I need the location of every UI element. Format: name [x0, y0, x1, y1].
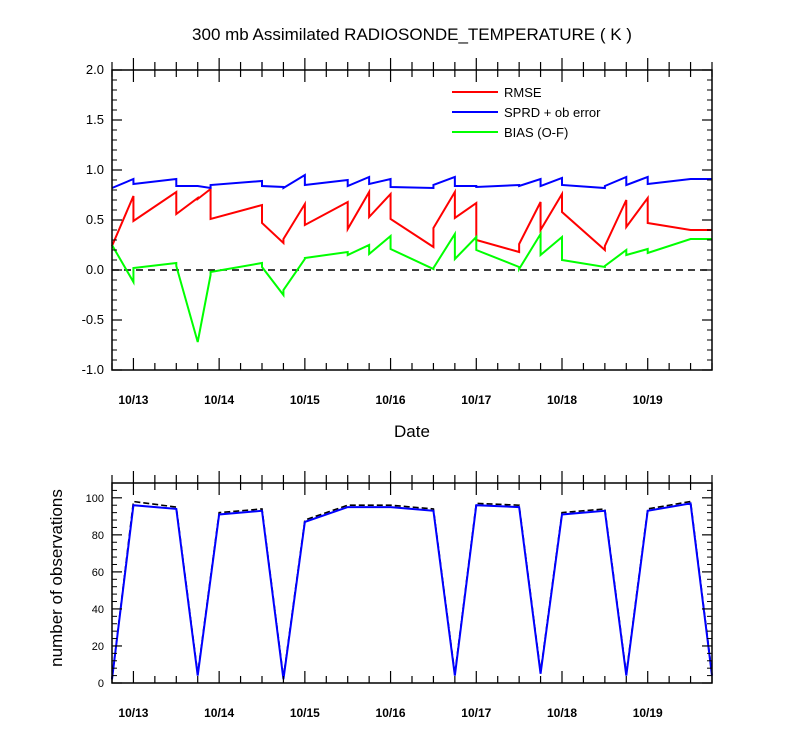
x-tick-label: 10/16	[376, 393, 406, 407]
y-tick-label: 2.0	[86, 62, 104, 77]
legend-label: RMSE	[504, 85, 542, 100]
bottom-plot-frame	[111, 482, 713, 684]
x-tick-label: 10/19	[633, 706, 663, 720]
y-tick-label: 0	[98, 678, 104, 690]
x-tick-label: 10/18	[547, 706, 577, 720]
y-tick-label: 0.5	[86, 212, 104, 227]
y-axis-label: number of observations	[47, 489, 66, 667]
chart-title: 300 mb Assimilated RADIOSONDE_TEMPERATUR…	[192, 25, 632, 44]
y-tick-label: 20	[92, 641, 104, 653]
top-y-tick-labels: -1.0 -0.5 0.0 0.5 1.0 1.5 2.0	[82, 62, 104, 377]
x-axis-label: Date	[394, 422, 430, 441]
y-tick-label: 1.5	[86, 112, 104, 127]
x-tick-label: 10/15	[290, 706, 320, 720]
x-tick-label: 10/17	[461, 706, 491, 720]
y-tick-label: 100	[86, 493, 104, 505]
bottom-series-group	[111, 500, 713, 680]
x-tick-label: 10/17	[461, 393, 491, 407]
series-line-sprd-ob-error	[111, 173, 712, 190]
y-tick-label: 60	[92, 567, 104, 579]
legend-label: BIAS (O-F)	[504, 125, 568, 140]
bottom-x-tick-labels: 10/13 10/14 10/15 10/16 10/17 10/18 10/19	[118, 706, 663, 720]
x-tick-label: 10/18	[547, 393, 577, 407]
x-tick-label: 10/13	[118, 393, 148, 407]
legend-label: SPRD + ob error	[504, 105, 601, 120]
x-tick-label: 10/13	[118, 706, 148, 720]
top-series-group	[111, 173, 712, 343]
top-ticks	[111, 58, 713, 371]
x-tick-label: 10/19	[633, 393, 663, 407]
x-tick-label: 10/14	[204, 393, 234, 407]
series-line-bias-o-f	[111, 230, 712, 343]
top-chart: 300 mb Assimilated RADIOSONDE_TEMPERATUR…	[82, 25, 713, 441]
legend: RMSE SPRD + ob error BIAS (O-F)	[452, 85, 601, 140]
y-tick-label: 1.0	[86, 162, 104, 177]
x-tick-label: 10/15	[290, 393, 320, 407]
x-tick-label: 10/14	[204, 706, 234, 720]
x-tick-label: 10/16	[376, 706, 406, 720]
series-line-rmse	[111, 186, 712, 254]
y-tick-label: 80	[92, 530, 104, 542]
top-x-tick-labels: 10/13 10/14 10/15 10/16 10/17 10/18 10/19	[118, 393, 663, 407]
bottom-y-tick-labels: 0 20 40 60 80 100	[86, 493, 104, 690]
top-plot-frame	[111, 69, 713, 371]
bottom-ticks	[111, 471, 713, 684]
series-line-assimilated	[111, 502, 713, 680]
y-tick-label: 40	[92, 604, 104, 616]
series-line-possible	[111, 500, 713, 680]
y-tick-label: -0.5	[82, 312, 104, 327]
y-tick-label: -1.0	[82, 362, 104, 377]
y-tick-label: 0.0	[86, 262, 104, 277]
